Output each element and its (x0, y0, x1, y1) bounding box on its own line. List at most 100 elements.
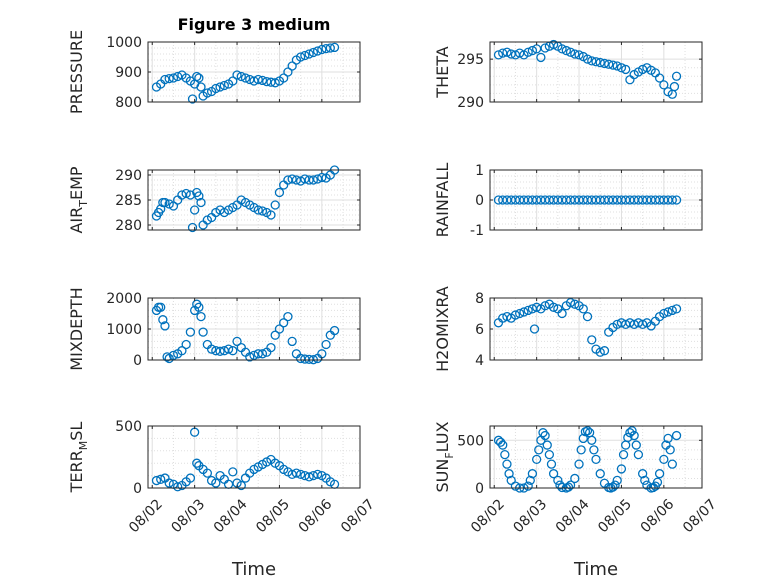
data-point (587, 435, 597, 445)
axes-box (147, 425, 361, 489)
data-point (565, 297, 576, 308)
data-point (185, 473, 196, 483)
data-point (595, 469, 605, 479)
data-point (548, 39, 559, 50)
data-point (570, 49, 580, 59)
y-tick-label: 8 (475, 291, 484, 307)
data-point (498, 440, 508, 450)
data-point (667, 305, 677, 316)
data-point (654, 73, 665, 83)
data-point (206, 344, 217, 354)
data-point (608, 482, 618, 492)
data-point (215, 346, 225, 356)
x-axis-label: Time (573, 559, 618, 580)
data-point (582, 311, 593, 322)
data-point (557, 44, 567, 54)
data-point (527, 469, 538, 479)
data-point (181, 339, 191, 350)
data-point (527, 45, 538, 56)
data-point (618, 449, 629, 460)
data-point (519, 307, 529, 317)
data-point (279, 318, 289, 328)
data-point (312, 469, 323, 480)
y-tick-label: 290 (457, 95, 484, 111)
data-point (304, 472, 314, 482)
chart-title: Figure 3 medium (178, 15, 331, 34)
data-point (595, 57, 605, 68)
data-point (574, 50, 584, 60)
subplot-5: 0 1000 2000 MIXDEPTH (67, 287, 361, 371)
y-tick-label: 280 (115, 218, 142, 234)
data-point (578, 433, 588, 444)
data-point (671, 304, 682, 314)
data-point (168, 73, 179, 83)
data-point (612, 61, 622, 71)
data-point (510, 481, 521, 491)
data-point (595, 347, 605, 357)
y-tick-label: 6 (475, 322, 484, 338)
x-axis-label: Time (231, 559, 276, 580)
data-point (196, 311, 206, 322)
data-point (173, 482, 183, 492)
data-point (515, 308, 525, 319)
data-point (266, 342, 276, 353)
data-point (582, 426, 593, 436)
data-point (168, 201, 179, 211)
data-point (663, 433, 673, 444)
data-point (295, 52, 306, 62)
data-point (589, 445, 599, 455)
y-axis-label: THETA (433, 46, 452, 98)
data-point (659, 308, 669, 319)
data-point (164, 73, 174, 84)
data-point (189, 205, 200, 215)
data-point (253, 205, 263, 215)
y-tick-label: 0 (475, 481, 484, 497)
data-point (604, 59, 614, 69)
data-point (536, 52, 546, 63)
data-point (616, 63, 627, 73)
data-point (151, 475, 162, 486)
data-point (202, 468, 213, 478)
data-point (270, 200, 280, 210)
data-point (534, 445, 544, 455)
data-point (321, 339, 331, 350)
data-point (540, 43, 550, 53)
data-point (570, 473, 580, 484)
data-point (253, 349, 263, 359)
y-axis-label: TERRMSL (67, 422, 90, 494)
data-point (177, 346, 187, 356)
data-point (671, 195, 682, 205)
data-point (587, 56, 597, 66)
data-point (295, 469, 306, 480)
data-point (308, 175, 319, 185)
data-point (287, 61, 297, 71)
data-point (196, 82, 206, 92)
data-point (659, 454, 669, 465)
data-point (257, 349, 268, 359)
data-point (211, 478, 221, 488)
data-point (654, 469, 665, 479)
data-point (240, 73, 251, 83)
data-point (542, 440, 552, 450)
data-point (312, 46, 323, 56)
data-point (591, 454, 601, 465)
data-point (637, 319, 648, 330)
data-point (667, 459, 677, 469)
subplot-1: 800 900 1000 PRESSURE Figure 3 medium (67, 15, 361, 114)
data-point (162, 352, 172, 362)
data-point (192, 71, 202, 82)
y-tick-label: 800 (115, 95, 142, 111)
data-point (194, 302, 204, 312)
data-point (245, 352, 255, 362)
data-point (523, 47, 533, 57)
data-point (502, 47, 512, 57)
data-point (652, 477, 663, 487)
data-point (544, 449, 555, 460)
subplot-2: 290 295 THETA (433, 39, 703, 111)
data-point (228, 467, 238, 477)
data-point (211, 83, 221, 94)
y-tick-label: 1000 (106, 322, 142, 338)
data-point (599, 58, 610, 69)
data-point (160, 321, 170, 331)
axes-box (489, 425, 703, 489)
